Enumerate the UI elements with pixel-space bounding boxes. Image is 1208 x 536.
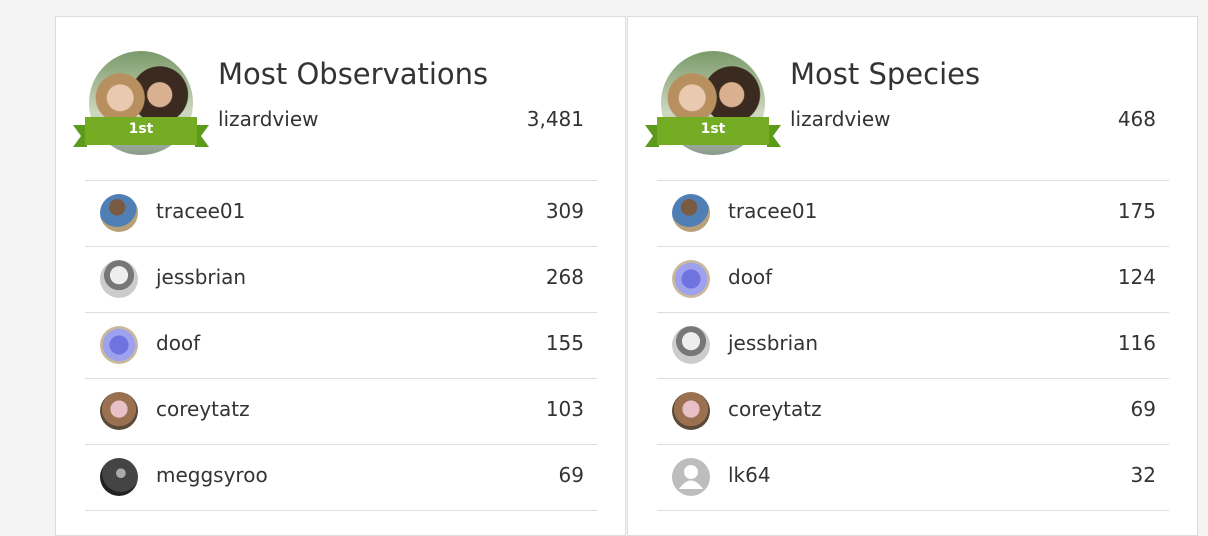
user-name[interactable]: doof [728, 265, 772, 289]
rank-badge: 1st [73, 121, 209, 137]
separator [657, 510, 1169, 511]
user-count: 175 [1118, 199, 1156, 223]
user-count: 116 [1118, 331, 1156, 355]
user-name[interactable]: meggsyroo [156, 463, 268, 487]
leader-count: 3,481 [527, 107, 584, 131]
user-count: 309 [546, 199, 584, 223]
user-count: 32 [1131, 463, 1156, 487]
user-avatar [672, 326, 710, 364]
rank-ribbon: 1st [73, 117, 209, 151]
user-avatar [672, 392, 710, 430]
leader-name[interactable]: lizardview [218, 107, 319, 131]
user-count: 103 [546, 397, 584, 421]
leader-count: 468 [1118, 107, 1156, 131]
separator [657, 378, 1169, 379]
user-name[interactable]: doof [156, 331, 200, 355]
user-count: 124 [1118, 265, 1156, 289]
user-count: 69 [1131, 397, 1156, 421]
user-name[interactable]: tracee01 [156, 199, 245, 223]
user-avatar [100, 194, 138, 232]
user-avatar [100, 260, 138, 298]
separator [657, 246, 1169, 247]
user-avatar [672, 260, 710, 298]
panel-title: Most Species [790, 57, 980, 91]
user-count: 155 [546, 331, 584, 355]
separator [85, 246, 597, 247]
separator [85, 180, 597, 181]
rank-badge: 1st [645, 121, 781, 137]
user-avatar [100, 392, 138, 430]
separator [85, 510, 597, 511]
separator [85, 312, 597, 313]
leaderboard-panel: 1st Most Observations lizardview 3,481 trace… [55, 16, 626, 536]
page: {"panels": [ {"title": "Most Observation… [0, 0, 1208, 516]
user-avatar [100, 326, 138, 364]
user-name[interactable]: tracee01 [728, 199, 817, 223]
separator [657, 444, 1169, 445]
separator [85, 378, 597, 379]
separator [85, 444, 597, 445]
user-avatar [672, 458, 710, 496]
user-name[interactable]: coreytatz [156, 397, 250, 421]
leaderboard-panel: 1st Most Species lizardview 468 tracee01 175 d… [627, 16, 1198, 536]
user-avatar [672, 194, 710, 232]
user-name[interactable]: lk64 [728, 463, 771, 487]
panel-title: Most Observations [218, 57, 488, 91]
user-avatar [100, 458, 138, 496]
separator [657, 312, 1169, 313]
rank-ribbon: 1st [645, 117, 781, 151]
user-count: 268 [546, 265, 584, 289]
user-count: 69 [559, 463, 584, 487]
default-user-icon [672, 458, 710, 496]
user-name[interactable]: coreytatz [728, 397, 822, 421]
user-name[interactable]: jessbrian [728, 331, 818, 355]
leader-name[interactable]: lizardview [790, 107, 891, 131]
separator [657, 180, 1169, 181]
user-name[interactable]: jessbrian [156, 265, 246, 289]
